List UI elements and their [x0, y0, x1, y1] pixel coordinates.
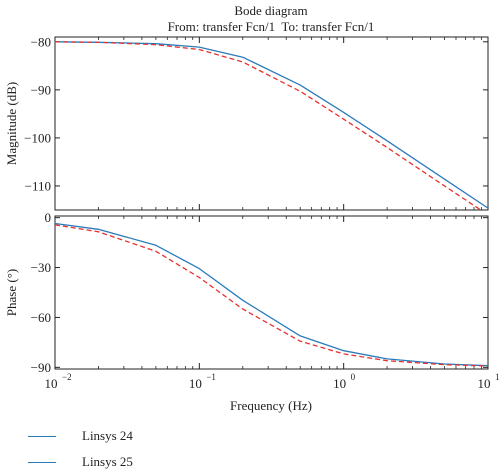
series-line-linsys-25: [55, 41, 482, 210]
series-line-linsys-24: [55, 222, 488, 367]
x-tick-exponent: 0: [351, 372, 356, 382]
legend-item-linsys-24: Linsys 24: [28, 428, 228, 450]
bode-figure: Bode diagram From: transfer Fcn/1 To: tr…: [4, 3, 500, 413]
y-tick-label: −110: [25, 178, 51, 193]
y-tick-label: −80: [31, 34, 51, 49]
legend-label: Linsys 25: [82, 454, 133, 469]
plot-frame: [54, 215, 489, 370]
y-axis-label: Phase (°): [4, 269, 19, 316]
chart-subtitle: From: transfer Fcn/1 To: transfer Fcn/1: [168, 19, 375, 34]
legend-item-linsys-25: Linsys 25: [28, 454, 228, 476]
series-line-linsys-25: [55, 224, 488, 367]
legend: Linsys 24 Linsys 25: [28, 428, 228, 476]
x-tick-label: 10: [45, 376, 58, 391]
legend-swatch: [28, 436, 56, 437]
x-tick-label: 10: [189, 376, 202, 391]
legend-swatch: [28, 462, 56, 463]
x-tick-label: 10: [478, 376, 491, 391]
y-tick-label: −30: [31, 260, 51, 275]
magnitude-panel: −80 −90 −100 −110 Magnitude (dB): [4, 34, 489, 211]
y-tick-label: 0: [45, 210, 52, 225]
phase-panel: 0 −30 −60 −90 Phase (°): [4, 210, 489, 375]
y-tick-label: −90: [31, 82, 51, 97]
series-line-linsys-24: [55, 41, 488, 209]
y-tick-label: −60: [31, 310, 51, 325]
x-axis-ticks: 10 −2 10 −1 10 0 10 1: [45, 372, 500, 391]
legend-label: Linsys 24: [82, 428, 133, 443]
y-tick-label: −100: [24, 130, 51, 145]
y-tick-label: −90: [31, 360, 51, 375]
y-axis-label: Magnitude (dB): [4, 82, 19, 165]
x-tick-exponent: −1: [206, 372, 216, 382]
x-axis-label: Frequency (Hz): [230, 398, 312, 413]
x-tick-exponent: 1: [495, 372, 500, 382]
chart-title: Bode diagram: [234, 3, 307, 18]
x-tick-exponent: −2: [62, 372, 72, 382]
plot-frame: [54, 36, 489, 211]
x-tick-label: 10: [333, 376, 346, 391]
